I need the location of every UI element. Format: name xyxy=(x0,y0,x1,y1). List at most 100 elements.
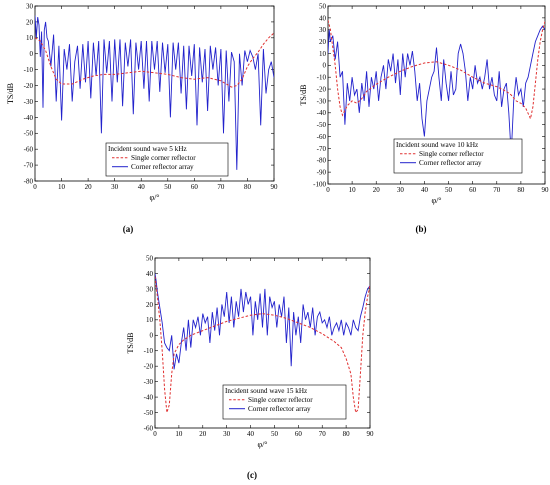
x-axis-label: φ/° xyxy=(257,440,267,449)
y-tick-label: -10 xyxy=(144,347,154,355)
y-tick-label: -50 xyxy=(317,121,327,129)
y-tick-label: -40 xyxy=(24,114,34,122)
y-tick-label: 0 xyxy=(30,50,34,58)
y-tick-label: 40 xyxy=(319,14,327,22)
series-line-single-corner-reflector xyxy=(328,20,545,121)
chart-panel-3: 0 10 20 30 40 50 60 70 80 90 50 40 30 20 10 0 -10 -20 -30 -… xyxy=(126,254,374,480)
y-tick-label: 10 xyxy=(146,316,154,324)
y-tick-label: -100 xyxy=(313,180,326,188)
x-tick-label: 80 xyxy=(343,430,351,438)
legend-entry: Single corner reflector xyxy=(131,154,196,162)
x-tick-label: 0 xyxy=(33,183,37,191)
x-tick-label: 60 xyxy=(469,186,477,194)
y-tick-label: -80 xyxy=(317,157,327,165)
y-tick-label: -40 xyxy=(144,393,154,401)
x-tick-label: 20 xyxy=(199,430,207,438)
x-tick-label: 10 xyxy=(175,430,183,438)
y-tick-label: 20 xyxy=(319,38,327,46)
chart-panel-2: 0 10 20 30 40 50 60 70 80 90 50 40 30 20 10 0 -10 -20 -30 -… xyxy=(299,2,549,234)
y-tick-label: -90 xyxy=(317,169,327,177)
y-tick-label: 0 xyxy=(323,62,327,70)
x-tick-label: 90 xyxy=(542,186,550,194)
y-tick-label: -60 xyxy=(317,133,327,141)
y-tick-label: -10 xyxy=(24,66,34,74)
x-tick-label: 30 xyxy=(397,186,405,194)
legend-entry: Corner reflector array xyxy=(131,163,194,171)
y-tick-label: 10 xyxy=(26,34,34,42)
y-tick-label: -60 xyxy=(24,146,34,154)
legend-title: Incident sound wave 15 kHz xyxy=(225,387,307,395)
x-tick-label: 40 xyxy=(421,186,429,194)
x-tick-label: 30 xyxy=(111,183,119,191)
x-tick-label: 20 xyxy=(373,186,381,194)
x-tick-label: 40 xyxy=(247,430,255,438)
legend-title: Incident sound wave 5 kHz xyxy=(108,145,187,153)
x-tick-label: 50 xyxy=(164,183,172,191)
legend-box xyxy=(105,142,229,177)
x-tick-label: 10 xyxy=(349,186,357,194)
y-tick-label: 50 xyxy=(146,254,154,262)
y-tick-label: -70 xyxy=(317,145,327,153)
x-tick-label: 80 xyxy=(517,186,525,194)
legend-box xyxy=(222,384,347,420)
y-tick-label: 30 xyxy=(26,2,34,10)
y-tick-label: -70 xyxy=(24,161,34,169)
x-tick-label: 90 xyxy=(271,183,279,191)
y-tick-label: -20 xyxy=(24,82,34,90)
y-tick-label: -20 xyxy=(317,85,327,93)
y-tick-label: 20 xyxy=(146,301,154,309)
y-tick-label: -10 xyxy=(317,74,327,82)
y-tick-label: 0 xyxy=(150,332,154,340)
panel-caption: (c) xyxy=(247,470,257,480)
x-tick-label: 50 xyxy=(445,186,453,194)
y-tick-label: 30 xyxy=(146,285,154,293)
series-line-single-corner-reflector xyxy=(35,32,274,88)
y-tick-label: -20 xyxy=(144,363,154,371)
y-axis-label: TS/dB xyxy=(6,83,15,104)
panel-caption: (b) xyxy=(416,224,427,234)
x-tick-label: 0 xyxy=(326,186,330,194)
legend-title: Incident sound wave 10 kHz xyxy=(396,141,478,149)
x-tick-label: 70 xyxy=(319,430,327,438)
x-tick-label: 70 xyxy=(217,183,225,191)
legend-entry: Corner reflector array xyxy=(419,159,482,167)
x-tick-label: 60 xyxy=(295,430,303,438)
x-axis-label: φ/° xyxy=(149,193,159,202)
y-tick-label: -60 xyxy=(144,424,154,432)
chart-panel-1: 0 10 20 30 40 50 60 70 80 90 30 20 10 0 -10 -20 -30 -40 -5… xyxy=(6,2,278,234)
legend-entry: Single corner reflector xyxy=(248,396,313,404)
y-tick-label: -80 xyxy=(24,177,34,185)
y-tick-label: 30 xyxy=(319,26,327,34)
y-tick-label: 50 xyxy=(319,2,327,10)
x-tick-label: 40 xyxy=(138,183,146,191)
y-tick-label: -40 xyxy=(317,109,327,117)
plot-frame xyxy=(154,257,371,429)
series-line-corner-reflector-array xyxy=(328,25,545,155)
legend-entry: Corner reflector array xyxy=(248,405,311,413)
legend-box xyxy=(393,138,523,174)
y-tick-label: -50 xyxy=(24,130,34,138)
x-tick-label: 90 xyxy=(367,430,375,438)
plot-frame xyxy=(34,5,275,182)
y-tick-label: -30 xyxy=(144,378,154,386)
x-tick-label: 60 xyxy=(191,183,199,191)
series-line-single-corner-reflector xyxy=(155,276,370,414)
x-axis-label: φ/° xyxy=(431,196,441,205)
x-tick-label: 80 xyxy=(244,183,252,191)
x-tick-label: 30 xyxy=(223,430,231,438)
series-line-corner-reflector-array xyxy=(35,15,274,170)
y-tick-label: 20 xyxy=(26,18,34,26)
y-tick-label: -50 xyxy=(144,409,154,417)
y-tick-label: -30 xyxy=(317,97,327,105)
legend-entry: Single corner reflector xyxy=(419,150,484,158)
plot-frame xyxy=(327,5,546,185)
series-line-corner-reflector-array xyxy=(155,273,370,370)
x-tick-label: 50 xyxy=(271,430,279,438)
y-tick-label: 10 xyxy=(319,50,327,58)
panel-caption: (a) xyxy=(123,224,134,234)
x-tick-label: 20 xyxy=(85,183,93,191)
